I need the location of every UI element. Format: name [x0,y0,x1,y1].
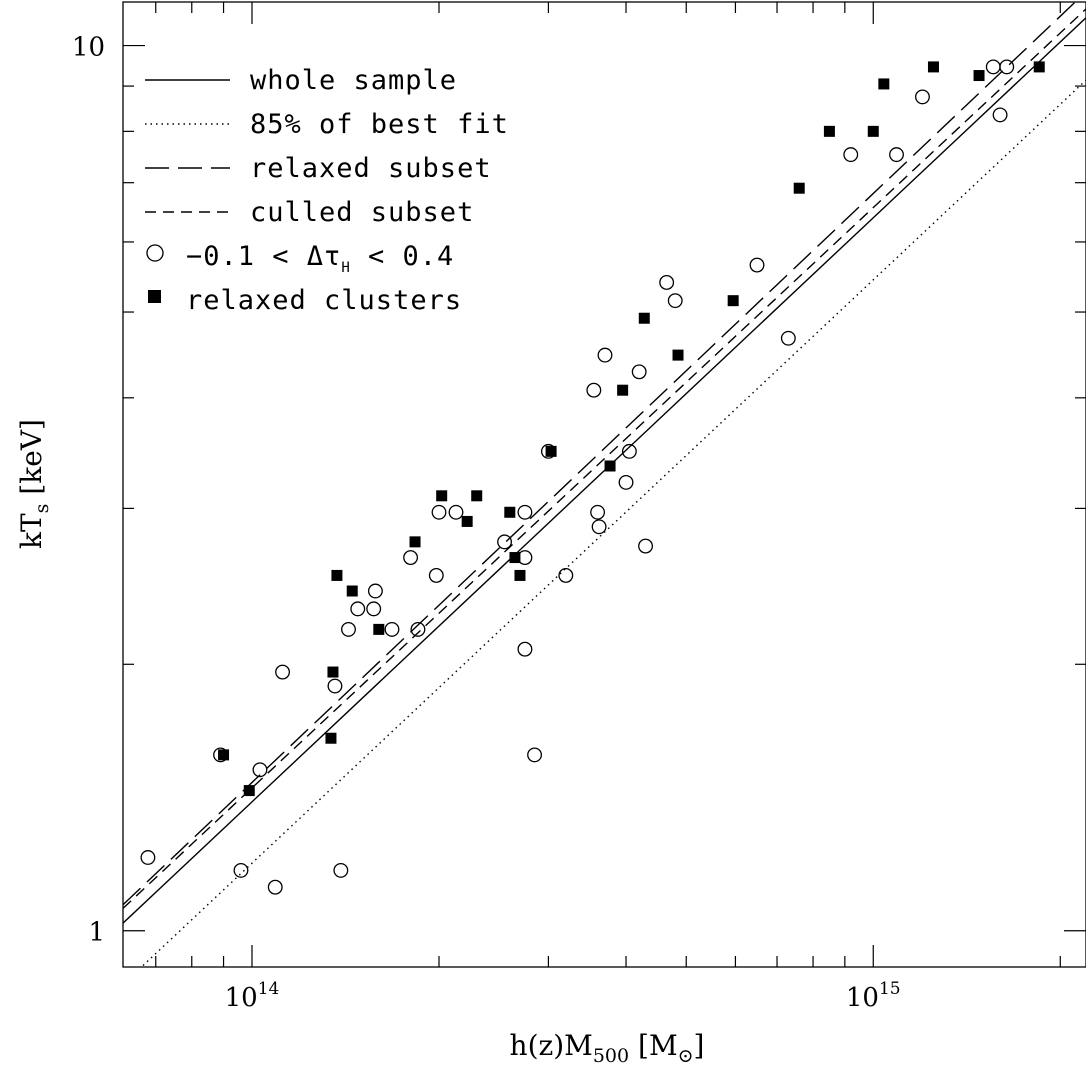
open-circle-point [267,879,283,895]
open-circle-point [597,347,613,363]
filled-square-point [1033,61,1045,73]
filled-square-point [867,125,879,137]
legend-label: culled subset [250,197,474,228]
open-circle-point [140,850,156,865]
open-circle-point [410,621,426,637]
open-circle-point [366,601,382,617]
filled-square-point [604,460,616,472]
filled-square-point [373,623,385,635]
open-circle-point [558,567,574,583]
filled-square-point [327,666,339,678]
open-circle-point [638,538,653,554]
open-circle-point [428,567,444,583]
filled-square-point [509,552,521,564]
y-tick-label: 1 [88,918,105,948]
open-circle-point [780,330,796,346]
open-circle-point [659,274,675,290]
filled-square-point [514,569,526,581]
y-axis-label: kTs [keV] [15,419,53,549]
open-circle-point [586,382,602,398]
open-circle-point [621,443,637,459]
filled-square-point [793,182,805,194]
filled-square-point [672,349,684,361]
fit-line-solid [123,17,1086,924]
open-circle-point [233,862,249,878]
filled-square-point [617,384,629,396]
open-circle-point [497,534,513,550]
filled-square-point [325,732,337,744]
filled-square-point [878,78,890,90]
open-circle-point [327,678,343,694]
open-circle-point [590,504,606,520]
open-circle-point [631,364,647,380]
filled-square-point [545,445,557,457]
filled-square-point [927,61,939,73]
open-circle-point [517,641,533,657]
open-circle-point [431,504,447,520]
open-circle-point [889,147,904,163]
filled-square-point [727,295,739,307]
open-circle-point [667,293,683,309]
open-circle-point [341,621,356,637]
filled-square-point [436,490,448,502]
open-circle-point [915,89,930,105]
open-circle-point [999,59,1015,75]
open-circle-point [591,519,607,535]
filled-square-point [461,515,473,527]
filled-square-point [331,569,343,581]
open-circle-point [252,762,268,778]
open-circle-point [403,550,419,566]
filled-square-point [471,490,483,502]
open-circle-point [749,257,765,273]
filled-square-point [973,70,985,82]
filled-square-point [409,536,421,548]
legend-label: 85% of best fit [250,109,509,140]
open-circle-point [350,601,366,617]
x-tick-label: 1014 [225,979,280,1013]
open-circle-point [985,59,1001,75]
x-tick-label: 1015 [846,979,901,1013]
fit-line-long-dash [123,2,1077,906]
filled-square-point [243,785,255,797]
legend-label: whole sample [250,65,457,96]
legend-filled-square [148,290,161,303]
filled-square-point [638,312,650,324]
open-circle-point [517,504,533,520]
filled-square-point [218,749,230,761]
x-axis-label: h(z)M500 [M⊙] [510,1029,705,1067]
legend-label: relaxed clusters [186,285,462,316]
open-circle-point [275,664,291,680]
filled-square-point [823,125,835,137]
open-circle-point [992,107,1008,123]
filled-square-point [504,506,516,518]
open-circle-point [384,621,400,637]
open-circle-point [448,504,464,520]
legend-open-circle [146,244,164,262]
plot-frame [122,1,1086,968]
open-circle-point [618,474,634,490]
filled-square-point [346,585,358,597]
fit-line-dotted [140,79,1086,967]
open-circle-point [527,747,543,763]
open-circle-point [333,862,349,878]
legend-label: relaxed subset [250,153,492,184]
open-circle-point [367,583,383,599]
open-circle-point [843,147,859,163]
fit-line-short-dash [123,8,1086,909]
legend-label: −0.1 < ΔτH < 0.4 [186,241,454,276]
y-tick-label: 10 [72,33,105,63]
